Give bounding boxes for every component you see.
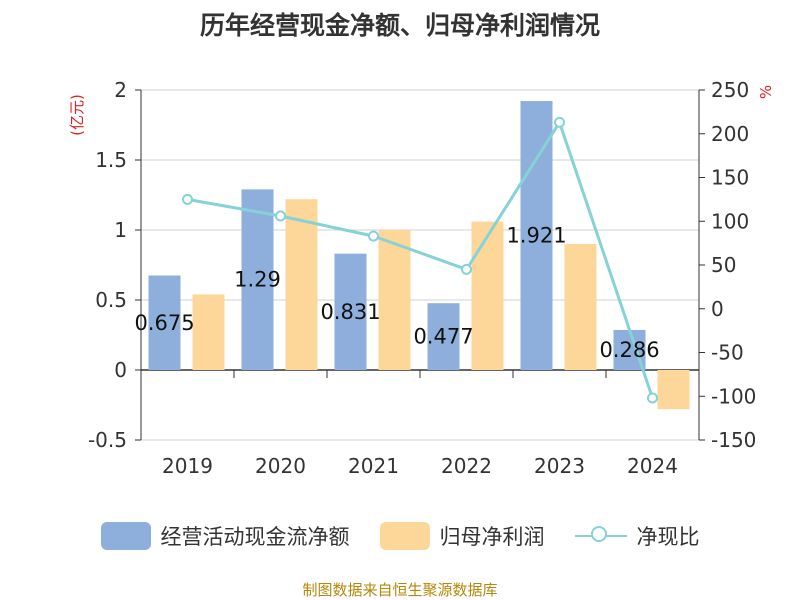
legend-swatch-cashflow — [100, 522, 151, 550]
point-cash-ratio — [461, 263, 472, 275]
point-cash-ratio — [647, 392, 658, 404]
legend-label-cash-ratio: 净现比 — [636, 525, 700, 549]
x-tick-label: 2021 — [348, 454, 399, 478]
bar-net-profit — [192, 294, 225, 370]
y-left-tick-label: 0.5 — [95, 288, 127, 312]
legend-label-cashflow: 经营活动现金流净额 — [160, 525, 350, 549]
bar-net-profit — [564, 244, 597, 370]
y-right-tick-label: -50 — [711, 341, 744, 365]
y-left-tick-label: 1.5 — [95, 148, 127, 172]
x-tick-label: 2024 — [627, 454, 678, 478]
y-left-tick-label: 0 — [114, 358, 127, 382]
y-right-tick-label: -100 — [711, 384, 756, 408]
legend-item-net-profit[interactable]: 归母净利润 — [379, 521, 545, 551]
bar-net-profit — [471, 221, 504, 370]
chart-title: 历年经营现金净额、归母净利润情况 — [199, 11, 600, 40]
bar-cashflow — [520, 101, 553, 370]
legend-item-cash-ratio[interactable]: 净现比 — [574, 521, 700, 551]
legend-label-net-profit: 归母净利润 — [439, 525, 545, 549]
legend-swatch-net-profit — [379, 522, 430, 550]
point-cash-ratio — [275, 210, 286, 222]
bar-net-profit — [657, 370, 690, 410]
y-right-tick-label: 50 — [711, 253, 736, 277]
y-right-tick-label: 250 — [711, 78, 749, 102]
y-right-tick-label: 0 — [711, 297, 724, 321]
y-left-tick-label: 1 — [114, 218, 127, 242]
x-tick-label: 2023 — [534, 454, 585, 478]
chart-legend[interactable]: 经营活动现金流净额 归母净利润 净现比 — [0, 516, 800, 556]
y-left-unit-label: (亿元) — [68, 94, 86, 136]
y-right-tick-label: 200 — [711, 122, 749, 146]
y-left-tick-label: -0.5 — [88, 428, 127, 452]
bar-cashflow — [334, 253, 367, 370]
y-left-tick-label: 2 — [114, 78, 127, 102]
x-tick-label: 2019 — [162, 454, 213, 478]
line-cash-ratio — [187, 118, 654, 399]
bar-net-profit — [285, 199, 318, 370]
point-cash-ratio — [368, 230, 379, 242]
y-right-tick-label: 100 — [711, 209, 749, 233]
y-right-unit-label: % — [757, 85, 775, 99]
data-label-cashflow: 1.921 — [506, 224, 566, 248]
point-cash-ratio — [182, 193, 193, 205]
y-right-tick-label: 150 — [711, 166, 749, 190]
y-right-tick-label: -150 — [711, 428, 756, 452]
point-cash-ratio — [554, 116, 565, 128]
legend-swatch-cash-ratio — [574, 522, 627, 550]
data-label-cashflow: 0.286 — [599, 338, 659, 362]
bar-cashflow — [148, 275, 181, 370]
legend-item-cashflow[interactable]: 经营活动现金流净额 — [100, 521, 350, 551]
data-label-cashflow: 0.675 — [134, 311, 194, 335]
source-note: 制图数据来自恒生聚源数据库 — [302, 581, 498, 599]
data-label-cashflow: 1.29 — [234, 268, 281, 292]
x-tick-label: 2022 — [441, 454, 492, 478]
bar-cashflow — [427, 303, 460, 370]
bar-net-profit — [378, 230, 411, 370]
x-tick-label: 2020 — [255, 454, 306, 478]
data-label-cashflow: 0.831 — [320, 300, 380, 324]
bar-cashflow — [241, 189, 274, 370]
data-label-cashflow: 0.477 — [413, 325, 473, 349]
